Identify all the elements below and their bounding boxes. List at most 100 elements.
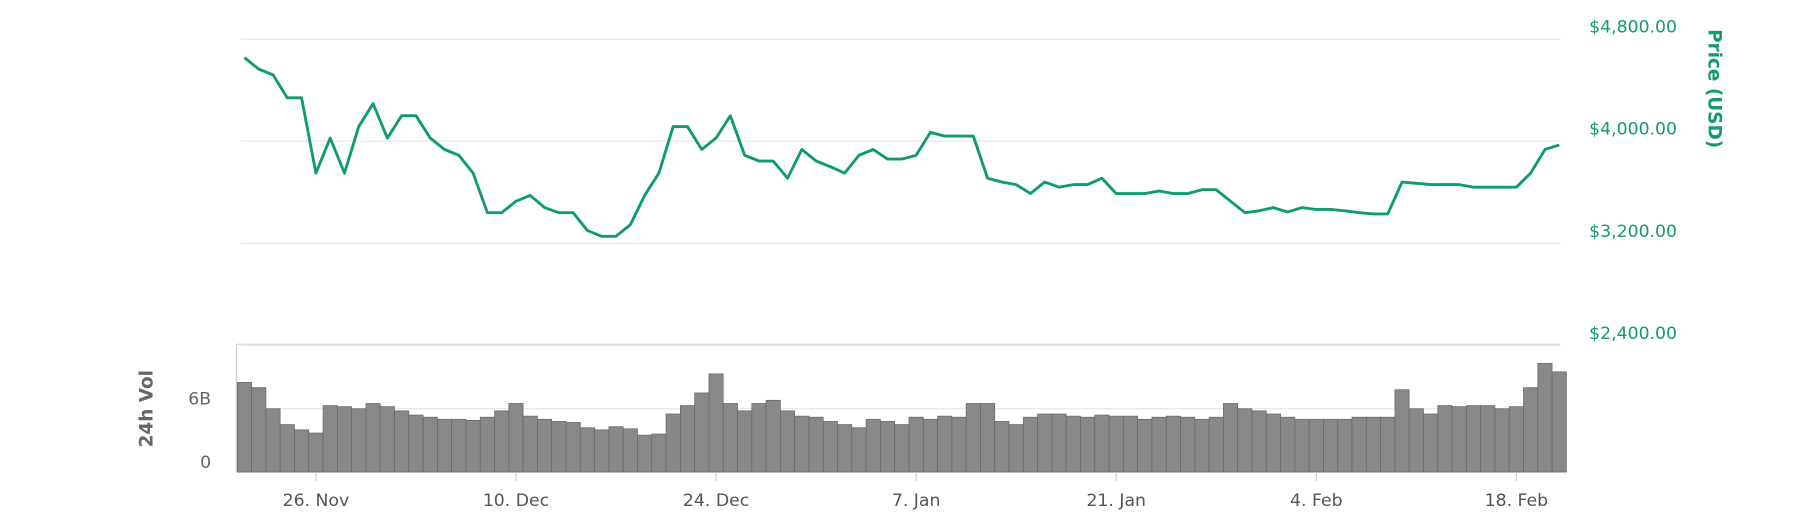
volume-bar	[336, 406, 352, 473]
volume-bar	[608, 426, 624, 473]
volume-bar	[265, 408, 281, 473]
marks-layer	[236, 56, 1567, 473]
x-tick-label: 21. Jan	[1086, 491, 1146, 511]
volume-bar	[1065, 415, 1081, 473]
volume-bar	[1523, 387, 1539, 473]
volume-bar	[1251, 410, 1267, 473]
grid-layer	[240, 38, 1561, 473]
volume-bar	[922, 418, 938, 473]
volume-bar	[1094, 414, 1110, 473]
x-tick-label: 4. Feb	[1290, 491, 1342, 511]
x-tick-label: 24. Dec	[683, 491, 749, 511]
volume-bar	[679, 405, 695, 473]
volume-bar	[951, 416, 967, 473]
volume-bar	[1022, 416, 1038, 473]
volume-bar	[908, 416, 924, 473]
volume-bar	[1308, 418, 1324, 473]
volume-bar	[737, 410, 753, 473]
price-line	[243, 56, 1560, 238]
y-tick-label: $4,000.00	[1589, 120, 1677, 140]
volume-bar	[965, 403, 981, 473]
volume-bar	[365, 403, 381, 473]
volume-bar	[1480, 405, 1496, 473]
y-tick-label: $2,400.00	[1589, 324, 1677, 344]
volume-bar	[465, 419, 481, 473]
volume-bar	[694, 392, 710, 473]
volume-bar	[1265, 413, 1281, 473]
volume-bar	[437, 418, 453, 473]
volume-bar	[794, 415, 810, 473]
volume-bar	[479, 416, 495, 473]
volume-bar	[1323, 418, 1339, 473]
volume-bar	[251, 387, 267, 473]
volume-bar	[1208, 416, 1224, 473]
volume-bar	[236, 381, 252, 473]
volume-bar	[1365, 416, 1381, 473]
volume-bar	[408, 414, 424, 473]
volume-bar	[622, 428, 638, 473]
volume-bar	[808, 416, 824, 473]
volume-bar	[1180, 416, 1196, 473]
volume-bar	[579, 427, 595, 473]
volume-bar	[508, 403, 524, 473]
volume-bar	[551, 421, 567, 473]
volume-bar	[1494, 408, 1510, 473]
volume-bar	[308, 432, 324, 473]
volume-bar	[865, 418, 881, 473]
volume-bar	[279, 424, 295, 473]
y-tick-label: 6B	[188, 390, 211, 410]
volume-bar	[651, 433, 667, 473]
x-tick-label: 18. Feb	[1485, 491, 1548, 511]
y-tick-label: 0	[200, 453, 211, 473]
volume-bar	[1408, 408, 1424, 473]
volume-bar	[1423, 413, 1439, 473]
y-tick-label: $4,800.00	[1589, 18, 1677, 38]
volume-bar	[537, 418, 553, 473]
volume-bar	[1151, 416, 1167, 473]
volume-bar	[994, 421, 1010, 473]
volume-bar	[637, 434, 653, 473]
volume-bar	[822, 421, 838, 473]
volume-bar	[1137, 418, 1153, 473]
volume-bar	[1165, 415, 1181, 473]
volume-bar	[451, 418, 467, 473]
volume-bar	[1294, 418, 1310, 473]
volume-bar	[708, 373, 724, 473]
volume-bar	[294, 429, 310, 473]
volume-bar	[851, 427, 867, 473]
volume-bar	[565, 422, 581, 473]
volume-bar	[1194, 418, 1210, 473]
volume-bar	[1108, 415, 1124, 473]
volume-bar	[1508, 406, 1524, 473]
volume-bar	[1451, 406, 1467, 473]
volume-bar	[1051, 413, 1067, 473]
volume-bar	[722, 403, 738, 473]
volume-bar	[980, 403, 996, 473]
volume-bar	[937, 415, 953, 473]
volume-bar	[765, 399, 781, 473]
x-tick-label: 26. Nov	[283, 491, 350, 511]
volume-bar	[665, 413, 681, 473]
volume-bar	[322, 405, 338, 473]
volume-axis-title: 24h Vol	[137, 370, 158, 447]
volume-bar	[1237, 408, 1253, 473]
volume-bar	[494, 410, 510, 473]
volume-bar	[1008, 424, 1024, 473]
volume-bar	[394, 410, 410, 473]
volume-bar	[894, 424, 910, 473]
volume-bar	[1223, 403, 1239, 473]
volume-bar	[1466, 405, 1481, 473]
volume-bar	[1537, 362, 1553, 473]
volume-bar	[379, 406, 395, 473]
x-tick-label: 7. Jan	[892, 491, 941, 511]
volume-bar	[1551, 371, 1567, 473]
volume-bar	[351, 408, 367, 473]
volume-bar	[1437, 405, 1453, 473]
volume-bar	[1380, 416, 1396, 473]
volume-bar	[1394, 389, 1410, 473]
volume-bar	[751, 403, 767, 473]
volume-bar	[837, 424, 853, 473]
volume-bar	[880, 421, 896, 473]
